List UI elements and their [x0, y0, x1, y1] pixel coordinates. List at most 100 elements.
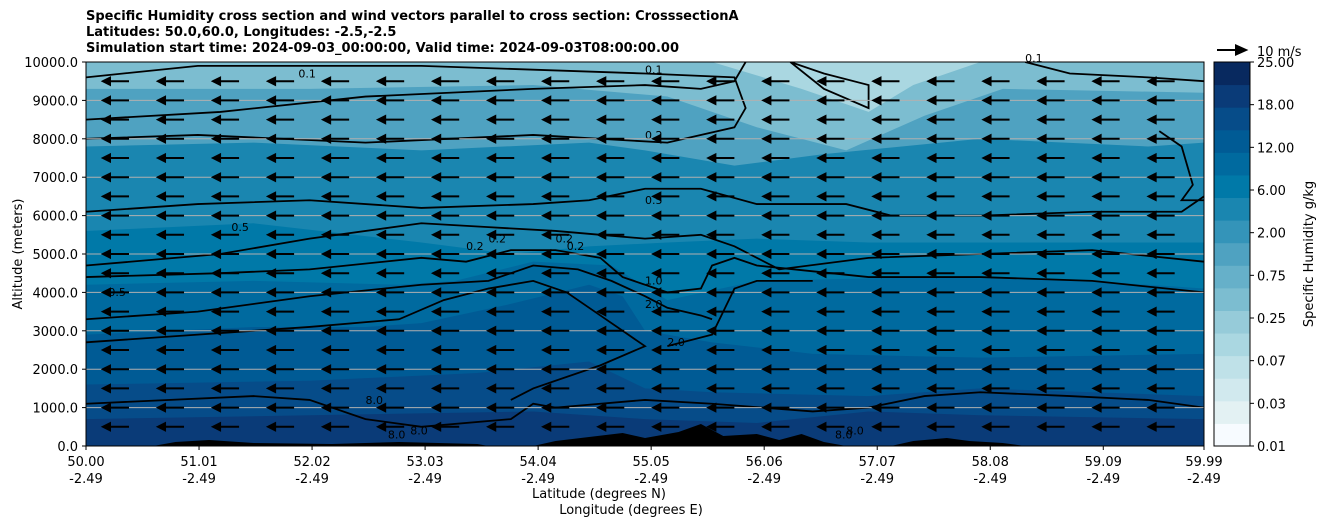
fill-band-upper-3 [86, 62, 1204, 112]
wind-vector [375, 306, 405, 317]
wind-vector [926, 364, 955, 375]
y-tick-label: 9000.0 [33, 94, 79, 109]
wind-vector [706, 191, 735, 202]
wind-vector [430, 133, 460, 144]
wind-vector [651, 76, 680, 87]
wind-vector [210, 95, 240, 106]
wind-vector [706, 344, 735, 356]
wind-vector [1036, 210, 1065, 221]
wind-vector [100, 114, 129, 125]
wind-vector [596, 268, 625, 279]
wind-vector [926, 172, 955, 183]
wind-vector [1036, 402, 1065, 413]
contour-2.0-bump [86, 279, 647, 401]
wind-vector [155, 383, 185, 394]
contour-0.1-mid [789, 62, 870, 110]
colorbar-segment [1214, 242, 1250, 266]
wind-vector [871, 229, 900, 240]
colorbar-segment [1214, 197, 1250, 221]
wind-vector [541, 248, 570, 260]
wind-vector [210, 152, 240, 164]
wind-vector [320, 344, 350, 356]
wind-vector [375, 191, 405, 202]
wind-vector [100, 364, 129, 375]
wind-vector [100, 344, 129, 356]
wind-vector [1146, 114, 1175, 125]
wind-vector [816, 210, 845, 221]
wind-vector [430, 248, 460, 260]
wind-vector [210, 287, 240, 298]
wind-vector [871, 152, 900, 164]
contour-label-14: 8.0 [366, 394, 384, 407]
colorbar-segment [1214, 333, 1250, 357]
wind-vector [926, 114, 955, 125]
wind-vector [155, 306, 185, 317]
wind-vector [210, 114, 240, 125]
colorbar-segment [1214, 152, 1250, 176]
y-tick-label: 2000.0 [33, 363, 79, 378]
quiver-key-arrow [1217, 43, 1249, 57]
wind-vector [926, 402, 955, 413]
wind-vector [816, 364, 845, 375]
y-tick-label: 5000.0 [33, 248, 79, 263]
wind-vector [596, 191, 625, 202]
wind-vector [486, 383, 515, 394]
wind-vector [926, 191, 955, 202]
wind-vector [430, 306, 460, 317]
wind-vector [816, 421, 845, 432]
wind-vector [541, 191, 570, 202]
wind-vector [375, 402, 405, 413]
wind-vector [1036, 133, 1065, 144]
x-tick-lat: 50.00 [67, 455, 104, 470]
contour-label-15: 8.0 [388, 428, 406, 441]
wind-vector [981, 421, 1010, 432]
colorbar-segment [1214, 423, 1250, 447]
contour-label-16: 8.0 [410, 424, 428, 437]
wind-vector [981, 152, 1010, 164]
wind-vector [1091, 152, 1120, 164]
x-tick-lat: 59.09 [1085, 455, 1122, 470]
wind-vector [651, 133, 680, 144]
wind-vector [816, 344, 845, 356]
wind-vector [871, 364, 900, 375]
x-tick-lon: -2.49 [69, 472, 103, 487]
wind-vector [981, 76, 1010, 87]
wind-vector [155, 421, 185, 432]
wind-vector [1146, 325, 1175, 336]
wind-vector [926, 76, 955, 87]
wind-vector [1036, 268, 1065, 279]
x-tick-lon: -2.49 [634, 472, 668, 487]
x-tick-lat: 54.04 [520, 455, 557, 470]
wind-vector [320, 133, 350, 144]
wind-vector [761, 152, 790, 164]
contour-label-1: 0.1 [645, 64, 663, 77]
contour-1.0 [86, 222, 1204, 271]
wind-vector [430, 402, 460, 413]
wind-vector [1091, 248, 1120, 260]
wind-vector [1146, 344, 1175, 356]
wind-vector [486, 287, 515, 298]
wind-vector [1036, 248, 1065, 260]
wind-vector [1146, 383, 1175, 394]
wind-vector [1036, 325, 1065, 336]
wind-vector [871, 76, 900, 87]
wind-vector [816, 383, 845, 394]
wind-vector [651, 402, 680, 413]
wind-vector [981, 306, 1010, 317]
wind-vector [210, 76, 240, 87]
wind-vector [375, 172, 405, 183]
wind-vector [1146, 306, 1175, 317]
wind-vector [1091, 306, 1120, 317]
wind-vector [871, 133, 900, 144]
wind-vector [265, 287, 295, 298]
y-tick-label: 3000.0 [33, 325, 79, 340]
y-tick-label: 4000.0 [33, 286, 79, 301]
wind-vector [926, 383, 955, 394]
wind-vector [651, 364, 680, 375]
wind-vector [430, 325, 460, 336]
contour-label-12: 2.0 [645, 298, 663, 311]
wind-vector [871, 402, 900, 413]
wind-vector [761, 402, 790, 413]
wind-vector [926, 152, 955, 164]
wind-vector [155, 191, 185, 202]
